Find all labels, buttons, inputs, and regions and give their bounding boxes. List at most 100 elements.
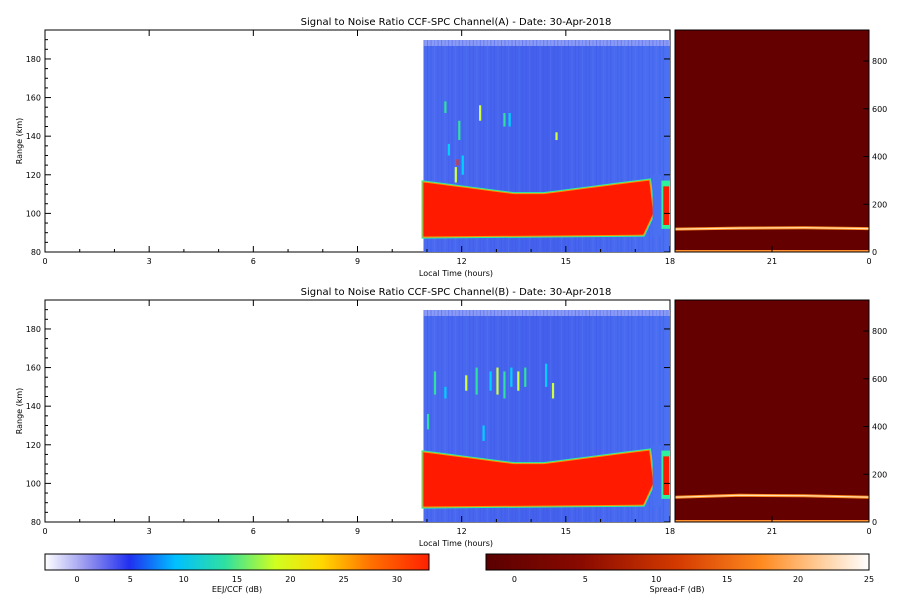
- ejm-stripe: [560, 310, 562, 522]
- x-tick-label: 6: [251, 257, 256, 266]
- panel-a-xlabel: Local Time (hours): [419, 269, 493, 278]
- x-tick-label: 12: [457, 527, 467, 536]
- ejm-irregularity: [503, 113, 506, 127]
- ejm-echo-layer: [423, 450, 654, 507]
- panel-a-title: Signal to Noise Ratio CCF-SPC Channel(A)…: [301, 17, 612, 28]
- panel-a-y-ticks: 80 100 120 140 160 180: [26, 39, 670, 257]
- ejm-stripe: [476, 310, 478, 522]
- panel-b-y-ticks: 80 100 120 140 160 180: [26, 309, 670, 527]
- ejm-irregularity: [479, 105, 482, 121]
- colorbar-eej: 0 5 10 15 20 25 30 EEJ/CCF (dB): [44, 553, 430, 594]
- ejm-stripe: [504, 40, 506, 252]
- ejm-stripe: [638, 310, 640, 522]
- ejm-stripe: [423, 40, 425, 252]
- ejm-stripe: [620, 40, 622, 252]
- panel-channel-a: Signal to Noise Ratio CCF-SPC Channel(A)…: [15, 17, 887, 278]
- ejm-stripe: [606, 40, 608, 252]
- y-tick-label: 140: [26, 402, 41, 411]
- right-x-tick-label: 0: [866, 527, 871, 536]
- ejm-stripe: [571, 40, 573, 252]
- right-y-tick-label: 200: [872, 470, 887, 479]
- ejm-stripe: [455, 40, 457, 252]
- ejm-stripe: [652, 310, 654, 522]
- ejm-stripe: [522, 40, 524, 252]
- ejm-stripe: [641, 40, 643, 252]
- ejm-stripe: [648, 310, 650, 522]
- ejm-fragment: [663, 186, 669, 225]
- ejm-stripe: [469, 40, 471, 252]
- ejm-stripe: [613, 310, 615, 522]
- ejm-stripe: [557, 310, 559, 522]
- ejm-gap: [652, 444, 662, 507]
- ejm-irregularity: [496, 367, 499, 395]
- ejm-stripe: [567, 40, 569, 252]
- ejm-irregularity: [458, 120, 461, 141]
- ejm-stripe: [557, 40, 559, 252]
- ejm-stripe: [532, 310, 534, 522]
- ejm-irregularity: [475, 367, 478, 395]
- ejm-stripe: [546, 310, 548, 522]
- ejm-stripe: [655, 40, 657, 252]
- right-x-tick-label: 21: [767, 257, 777, 266]
- ejm-stripe: [659, 40, 661, 252]
- ejm-stripe: [444, 40, 446, 252]
- ejm-stripe: [578, 40, 580, 252]
- ejm-stripe: [511, 310, 513, 522]
- right-y-tick-label: 600: [872, 105, 887, 114]
- y-tick-label: 80: [31, 248, 41, 257]
- panel-b-spread-image: [674, 300, 870, 522]
- y-tick-label: 180: [26, 55, 41, 64]
- x-tick-label: 15: [561, 527, 571, 536]
- ejm-stripe: [578, 310, 580, 522]
- right-y-tick-label: 800: [872, 327, 887, 336]
- right-x-tick-label: 0: [866, 257, 871, 266]
- x-tick-label: 12: [457, 257, 467, 266]
- ejm-irregularity: [508, 113, 511, 127]
- ejm-stripe: [564, 310, 566, 522]
- ejm-stripe: [634, 310, 636, 522]
- ejm-stripe: [627, 40, 629, 252]
- ejm-stripe: [529, 310, 531, 522]
- colorbar-tick-label: 10: [651, 575, 661, 584]
- right-y-tick-label: 800: [872, 57, 887, 66]
- ejm-stripe: [596, 310, 598, 522]
- ejm-stripe: [465, 40, 467, 252]
- panel-a-ejm-image: [421, 40, 670, 252]
- ejm-stripe: [493, 40, 495, 252]
- ejm-stripe: [434, 40, 436, 252]
- ejm-stripe: [574, 40, 576, 252]
- ejm-stripe: [497, 40, 499, 252]
- ejm-stripe: [511, 40, 513, 252]
- ejm-stripe: [588, 310, 590, 522]
- ejm-irregularity: [426, 413, 430, 430]
- ejm-stripe: [543, 40, 545, 252]
- colorbar-spread-f-ticks: 0 5 10 15 20 25: [512, 575, 874, 584]
- ejm-stripe: [518, 310, 520, 522]
- ejm-stripe: [620, 310, 622, 522]
- ejm-stripe: [430, 40, 432, 252]
- spread-trace: [674, 227, 870, 230]
- ejm-stripe: [441, 40, 443, 252]
- right-y-tick-label: 0: [872, 248, 877, 257]
- y-tick-label: 160: [26, 94, 41, 103]
- ejm-stripe: [648, 40, 650, 252]
- ejm-irregularity: [482, 425, 485, 441]
- ejm-stripe: [564, 40, 566, 252]
- ejm-stripe: [571, 310, 573, 522]
- ejm-stripe: [624, 310, 626, 522]
- ejm-stripe: [585, 40, 587, 252]
- y-tick-label: 100: [26, 479, 41, 488]
- spread-background: [675, 30, 869, 252]
- ejm-stripe: [525, 310, 527, 522]
- panel-a-spread-image: [674, 30, 870, 252]
- ejm-stripe: [483, 40, 485, 252]
- ejm-stripe: [631, 40, 633, 252]
- panel-a-x-ticks: 0 3 6 9 12 15 18 21 0: [42, 30, 872, 266]
- ejm-stripe: [655, 310, 657, 522]
- ejm-stripe: [465, 310, 467, 522]
- ejm-stripe: [504, 310, 506, 522]
- right-y-tick-label: 400: [872, 423, 887, 432]
- ejm-stripe: [441, 310, 443, 522]
- ejm-stripe: [493, 310, 495, 522]
- spread-trace: [674, 494, 870, 498]
